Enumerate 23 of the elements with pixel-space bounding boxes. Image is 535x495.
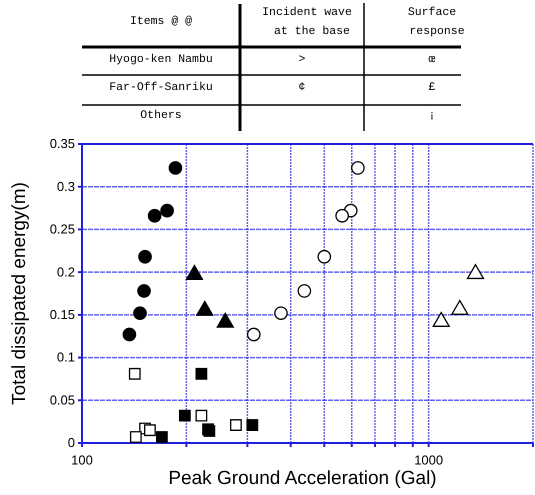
text: Far-Off-Sanriku	[109, 81, 213, 94]
y-tick-label: 0.3	[56, 178, 75, 194]
x-tick-label: 1000	[414, 452, 444, 468]
text: ¡	[428, 109, 436, 122]
x-axis-title: Peak Ground Acceleration (Gal)	[168, 468, 437, 489]
text: Incident wave at the base	[262, 6, 352, 38]
x-tick-label: 100	[71, 452, 93, 468]
y-tick-label: 0.15	[50, 307, 75, 322]
text: ¢	[298, 81, 306, 94]
text: Hyogo-ken Nambu	[109, 53, 213, 66]
y-tick-label: 0.25	[50, 222, 75, 237]
text: >	[298, 53, 306, 66]
y-tick-label: 0	[68, 435, 75, 450]
y-tick-label: 0.05	[50, 392, 75, 408]
text: £	[428, 81, 436, 94]
y-tick-label: 0.2	[56, 264, 75, 280]
text: Surface response	[408, 6, 465, 38]
y-axis-title: Total dissipated energy(m)	[9, 182, 30, 405]
text: œ	[428, 53, 436, 66]
text: Others	[140, 109, 182, 122]
y-tick-label: 0.1	[56, 350, 75, 365]
text: Items @ @	[130, 15, 192, 28]
y-tick-label: 0.35	[50, 136, 75, 152]
